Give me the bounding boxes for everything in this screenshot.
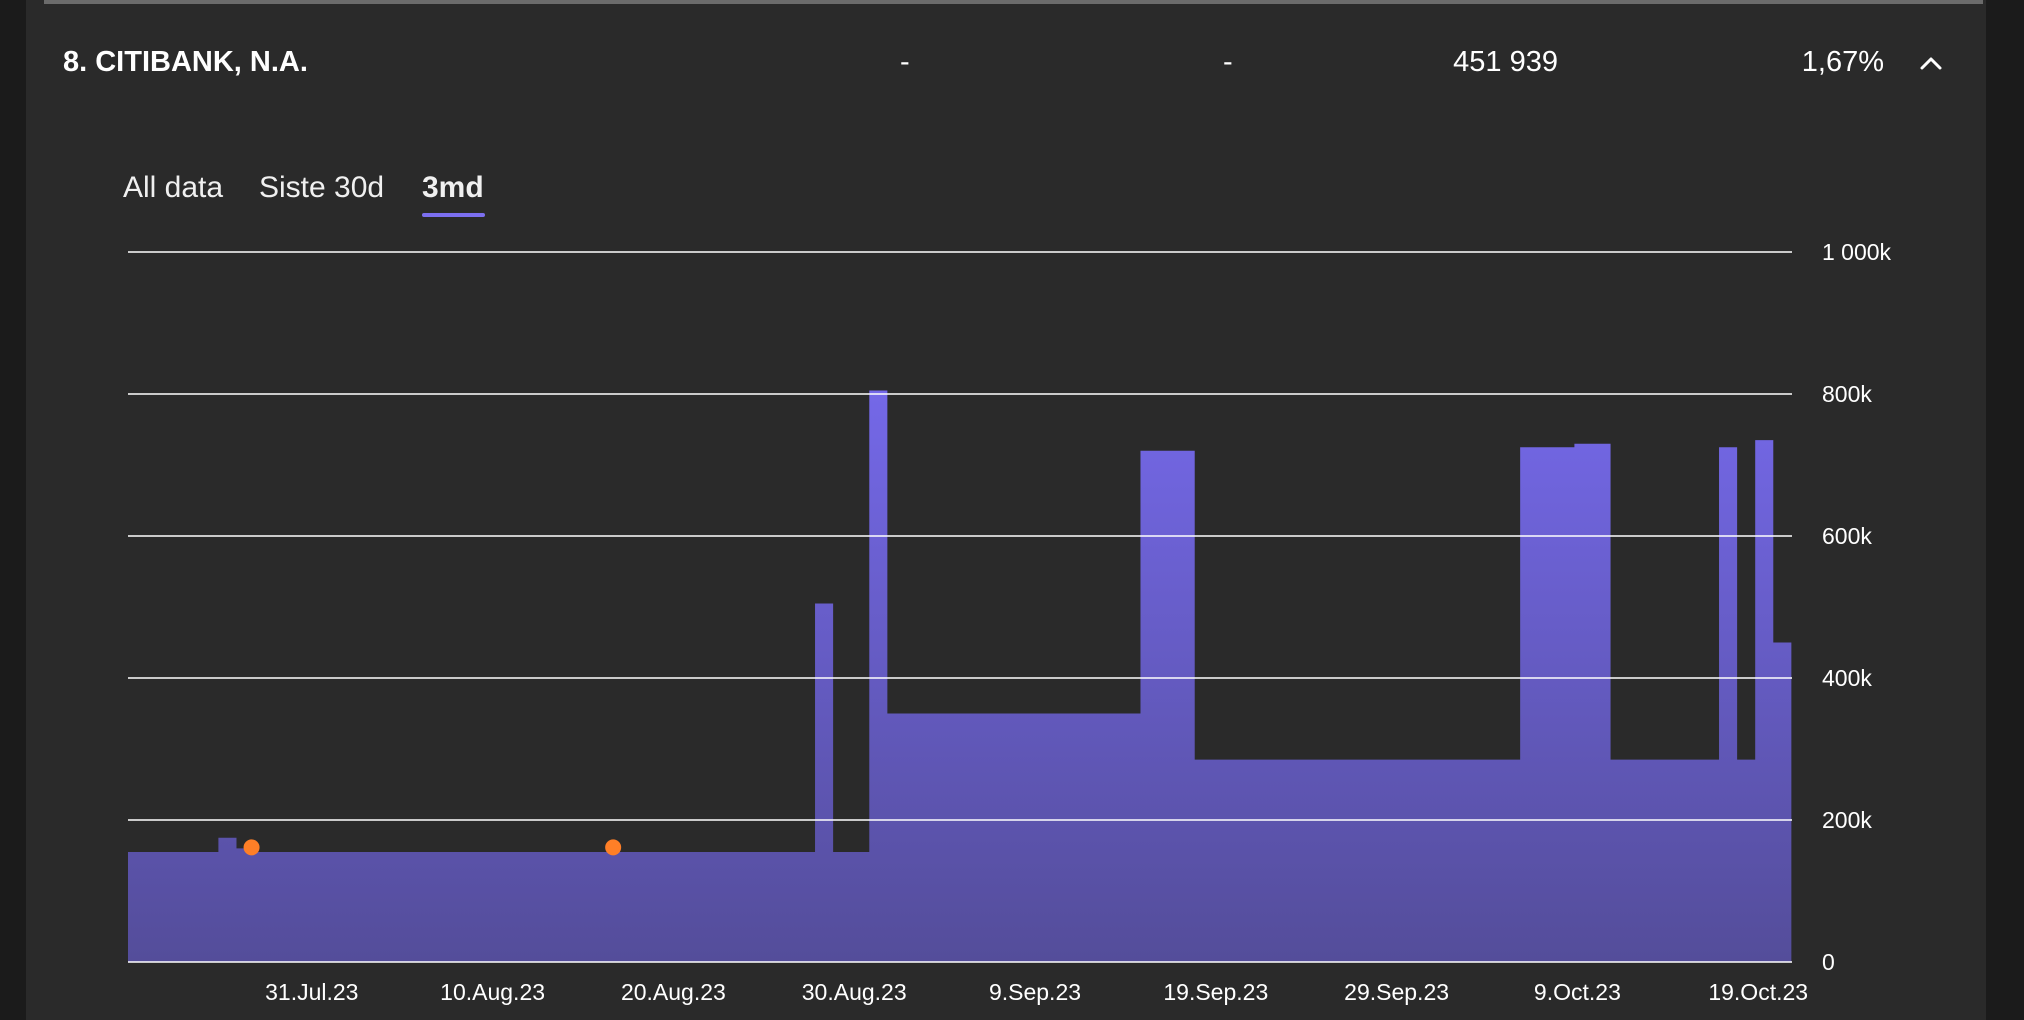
row-value-2: - (1223, 46, 1233, 78)
active-tab-indicator (422, 213, 485, 217)
x-tick-label: 10.Aug.23 (440, 979, 545, 1005)
y-tick-label: 1 000k (1822, 239, 1892, 265)
y-tick-label: 800k (1822, 381, 1872, 407)
tab-3-months[interactable]: 3md (422, 171, 484, 204)
tab-last-30d[interactable]: Siste 30d (259, 171, 385, 204)
row-value-1: - (900, 46, 910, 78)
x-tick-label: 29.Sep.23 (1344, 979, 1449, 1005)
y-tick-label: 200k (1822, 807, 1872, 833)
chevron-up-icon (1920, 57, 1942, 70)
x-tick-label: 19.Sep.23 (1163, 979, 1268, 1005)
y-tick-label: 0 (1822, 949, 1835, 975)
x-tick-label: 9.Sep.23 (989, 979, 1081, 1005)
collapse-button[interactable] (1913, 45, 1949, 81)
event-marker[interactable] (243, 839, 260, 856)
y-tick-label: 400k (1822, 665, 1872, 691)
area-series (128, 390, 1792, 962)
top-divider (44, 0, 1983, 4)
y-tick-label: 600k (1822, 523, 1872, 549)
x-tick-label: 19.Oct.23 (1708, 979, 1808, 1005)
event-marker[interactable] (605, 839, 622, 856)
x-tick-label: 30.Aug.23 (802, 979, 907, 1005)
x-tick-label: 9.Oct.23 (1534, 979, 1621, 1005)
bank-row-header[interactable]: 8. CITIBANK, N.A. - - 451 939 1,67% (0, 0, 2024, 125)
row-amount: 451 939 (1453, 46, 1558, 78)
x-tick-label: 31.Jul.23 (265, 979, 358, 1005)
bank-name: 8. CITIBANK, N.A. (63, 46, 308, 78)
tab-all-data[interactable]: All data (123, 171, 224, 204)
x-tick-label: 20.Aug.23 (621, 979, 726, 1005)
row-percentage: 1,67% (1801, 46, 1884, 78)
